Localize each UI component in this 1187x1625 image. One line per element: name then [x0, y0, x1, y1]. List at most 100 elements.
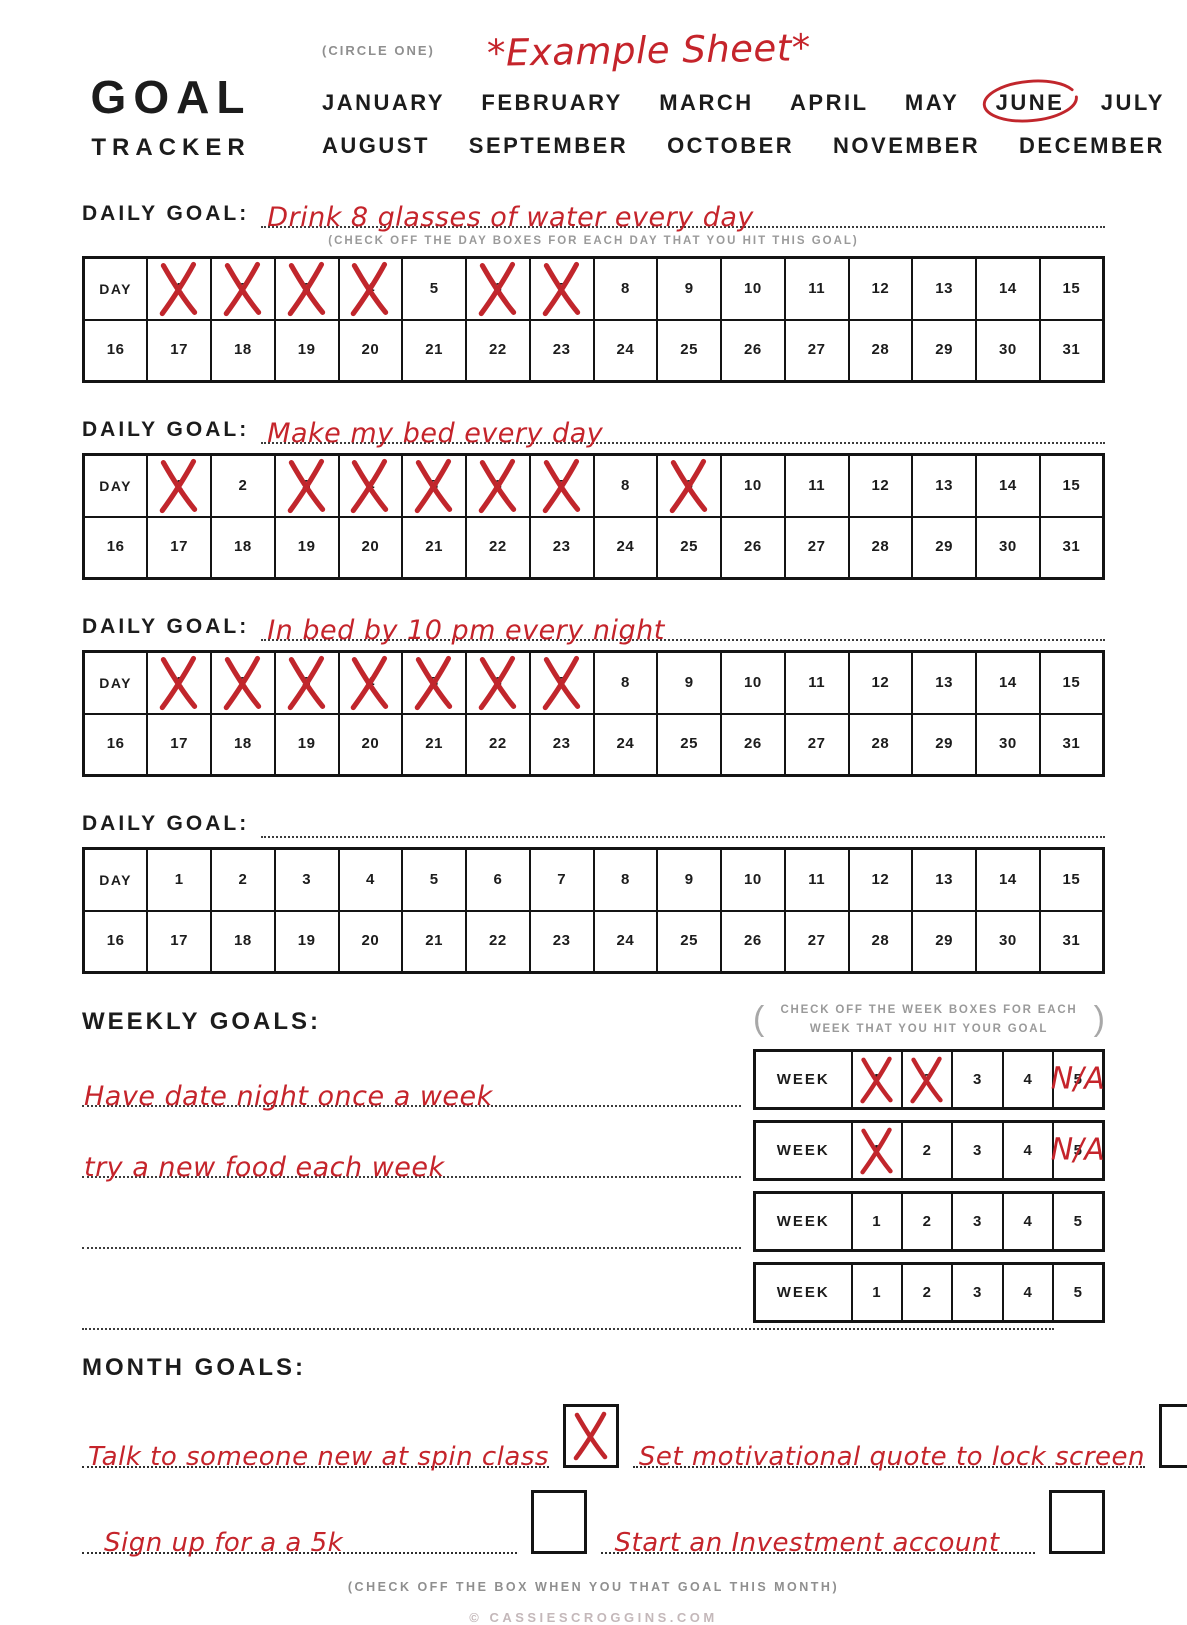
day-cell-28[interactable]: 28 — [847, 712, 914, 777]
day-cell-29[interactable]: 29 — [911, 909, 977, 974]
week-cell-1[interactable]: 1 — [850, 1191, 903, 1252]
day-cell-21[interactable]: 21 — [401, 318, 467, 383]
day-cell-25[interactable]: 25 — [656, 515, 722, 580]
week-cell-2[interactable]: 2 — [900, 1049, 954, 1110]
day-cell-25[interactable]: 25 — [656, 909, 722, 974]
day-cell-4[interactable]: 4 — [337, 256, 404, 321]
day-cell-7[interactable]: 7 — [528, 650, 595, 715]
day-cell-26[interactable]: 26 — [720, 515, 786, 580]
month-goal-checkbox[interactable] — [530, 1490, 587, 1554]
month-option-november[interactable]: NOVEMBER — [833, 133, 981, 158]
day-cell-5[interactable]: 5 — [401, 650, 467, 715]
week-cell-2[interactable]: 2 — [900, 1120, 954, 1181]
day-cell-15[interactable]: 15 — [1038, 650, 1105, 715]
day-cell-15[interactable]: 15 — [1038, 256, 1105, 321]
week-cell-4[interactable]: 4 — [1001, 1049, 1055, 1110]
day-cell-17[interactable]: 17 — [146, 318, 212, 383]
day-cell-1[interactable]: 1 — [146, 650, 212, 715]
day-cell-26[interactable]: 26 — [720, 318, 786, 383]
day-cell-3[interactable]: 3 — [273, 650, 340, 715]
month-goal-checkbox[interactable] — [562, 1404, 619, 1468]
day-cell-11[interactable]: 11 — [783, 847, 850, 912]
day-cell-3[interactable]: 3 — [273, 453, 340, 518]
day-cell-23[interactable]: 23 — [528, 712, 595, 777]
day-cell-29[interactable]: 29 — [911, 712, 977, 777]
day-cell-9[interactable]: 9 — [656, 256, 722, 321]
day-cell-31[interactable]: 31 — [1038, 909, 1105, 974]
month-goal-checkbox[interactable] — [1049, 1490, 1105, 1554]
month-option-june[interactable]: JUNE — [982, 79, 1078, 123]
week-cell-4[interactable]: 4 — [1001, 1191, 1055, 1252]
day-cell-10[interactable]: 10 — [720, 650, 786, 715]
daily-goal-input-line[interactable] — [261, 798, 1105, 838]
day-cell-24[interactable]: 24 — [592, 712, 659, 777]
day-cell-16[interactable]: 16 — [82, 318, 149, 383]
day-cell-24[interactable]: 24 — [592, 515, 659, 580]
daily-goal-input-line[interactable]: In bed by 10 pm every night — [261, 601, 1105, 644]
day-cell-4[interactable]: 4 — [337, 847, 404, 912]
day-cell-22[interactable]: 22 — [465, 712, 531, 777]
day-cell-1[interactable]: 1 — [146, 453, 212, 518]
day-cell-31[interactable]: 31 — [1038, 318, 1105, 383]
week-cell-1[interactable]: 1 — [850, 1120, 903, 1181]
day-cell-23[interactable]: 23 — [528, 909, 595, 974]
month-option-october[interactable]: OCTOBER — [667, 133, 795, 158]
day-cell-14[interactable]: 14 — [975, 650, 1041, 715]
day-cell-2[interactable]: 2 — [210, 453, 276, 518]
day-cell-9[interactable]: 9 — [656, 453, 722, 518]
month-option-january[interactable]: JANUARY — [322, 90, 446, 115]
month-option-march[interactable]: MARCH — [659, 90, 754, 115]
month-option-may[interactable]: MAY — [904, 90, 960, 115]
day-cell-10[interactable]: 10 — [720, 847, 786, 912]
day-cell-14[interactable]: 14 — [975, 453, 1041, 518]
day-cell-18[interactable]: 18 — [210, 515, 276, 580]
day-cell-27[interactable]: 27 — [783, 515, 850, 580]
day-cell-20[interactable]: 20 — [337, 909, 404, 974]
day-cell-3[interactable]: 3 — [273, 847, 340, 912]
week-cell-2[interactable]: 2 — [900, 1191, 954, 1252]
week-cell-3[interactable]: 3 — [951, 1120, 1004, 1181]
day-cell-20[interactable]: 20 — [337, 318, 404, 383]
day-cell-16[interactable]: 16 — [82, 712, 149, 777]
day-cell-10[interactable]: 10 — [720, 453, 786, 518]
day-cell-2[interactable]: 2 — [210, 256, 276, 321]
month-option-july[interactable]: JULY — [1100, 90, 1165, 115]
day-cell-13[interactable]: 13 — [911, 256, 977, 321]
month-goal-input-line[interactable]: Sign up for a a 5k — [82, 1494, 517, 1556]
day-cell-11[interactable]: 11 — [783, 650, 850, 715]
day-cell-23[interactable]: 23 — [528, 515, 595, 580]
day-cell-17[interactable]: 17 — [146, 712, 212, 777]
week-cell-3[interactable]: 3 — [951, 1049, 1004, 1110]
day-cell-27[interactable]: 27 — [783, 712, 850, 777]
day-cell-6[interactable]: 6 — [465, 453, 531, 518]
day-cell-7[interactable]: 7 — [528, 256, 595, 321]
day-cell-21[interactable]: 21 — [401, 909, 467, 974]
day-cell-23[interactable]: 23 — [528, 318, 595, 383]
week-cell-5[interactable]: 5 — [1052, 1191, 1105, 1252]
week-cell-5[interactable]: 5 N/A — [1051, 1049, 1105, 1110]
day-cell-14[interactable]: 14 — [975, 256, 1041, 321]
day-cell-12[interactable]: 12 — [847, 256, 914, 321]
week-cell-3[interactable]: 3 — [951, 1262, 1004, 1323]
day-cell-12[interactable]: 12 — [847, 847, 914, 912]
month-goal-input-line[interactable]: Set motivational quote to lock screen — [632, 1408, 1145, 1470]
week-cell-1[interactable]: 1 — [850, 1262, 903, 1323]
week-cell-1[interactable]: 1 — [850, 1049, 903, 1110]
month-option-august[interactable]: AUGUST — [322, 133, 430, 158]
day-cell-27[interactable]: 27 — [783, 318, 850, 383]
weekly-goal-input-line[interactable] — [82, 1201, 741, 1249]
daily-goal-input-line[interactable]: Drink 8 glasses of water every day — [261, 188, 1105, 231]
day-cell-28[interactable]: 28 — [847, 909, 914, 974]
day-cell-6[interactable]: 6 — [465, 847, 531, 912]
day-cell-22[interactable]: 22 — [465, 909, 531, 974]
day-cell-4[interactable]: 4 — [337, 453, 404, 518]
day-cell-16[interactable]: 16 — [82, 515, 149, 580]
day-cell-7[interactable]: 7 — [528, 453, 595, 518]
day-cell-2[interactable]: 2 — [210, 650, 276, 715]
day-cell-17[interactable]: 17 — [146, 515, 212, 580]
day-cell-20[interactable]: 20 — [337, 712, 404, 777]
day-cell-26[interactable]: 26 — [720, 712, 786, 777]
day-cell-13[interactable]: 13 — [911, 650, 977, 715]
day-cell-1[interactable]: 1 — [146, 847, 212, 912]
day-cell-6[interactable]: 6 — [465, 256, 531, 321]
